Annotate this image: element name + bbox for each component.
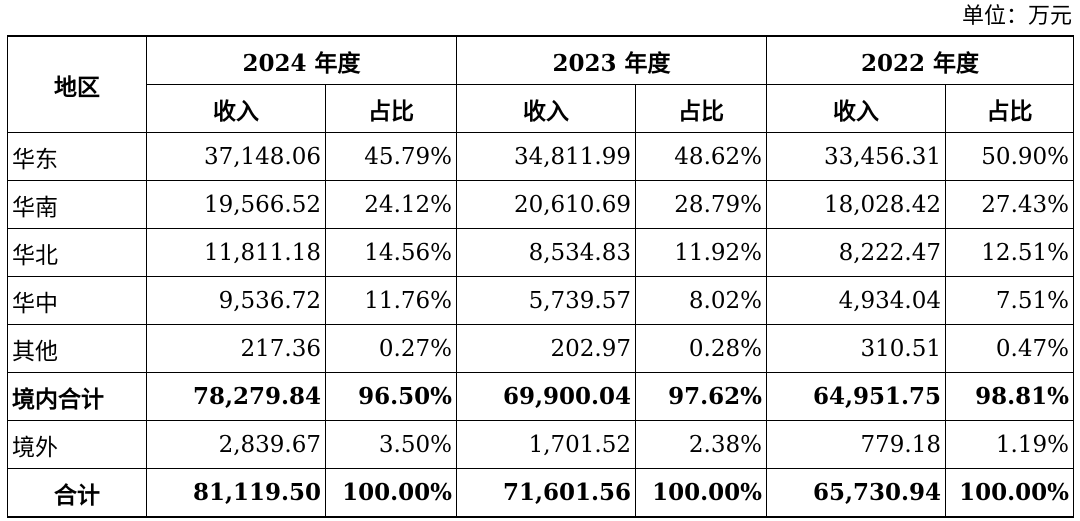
revenue-cell: 37,148.06 <box>146 132 326 181</box>
ratio-cell: 0.27% <box>325 324 457 373</box>
revenue-cell: 4,934.04 <box>766 276 946 325</box>
ratio-cell: 12.51% <box>945 228 1074 277</box>
ratio-cell: 3.50% <box>325 420 457 469</box>
revenue-cell: 5,739.57 <box>456 276 636 325</box>
ratio-cell: 11.76% <box>325 276 457 325</box>
ratio-cell: 50.90% <box>945 132 1074 181</box>
table-row: 华中 9,536.72 11.76% 5,739.57 8.02% 4,934.… <box>7 276 1074 325</box>
region-cell: 合计 <box>7 468 147 518</box>
ratio-cell: 97.62% <box>635 372 767 421</box>
region-cell: 华东 <box>7 132 147 181</box>
ratio-cell: 14.56% <box>325 228 457 277</box>
ratio-cell: 7.51% <box>945 276 1074 325</box>
revenue-cell: 65,730.94 <box>766 468 946 518</box>
revenue-cell: 34,811.99 <box>456 132 636 181</box>
header-revenue: 收入 <box>456 84 636 133</box>
revenue-cell: 81,119.50 <box>146 468 326 518</box>
revenue-cell: 18,028.42 <box>766 180 946 229</box>
revenue-cell: 202.97 <box>456 324 636 373</box>
ratio-cell: 100.00% <box>635 468 767 518</box>
table-row: 华东 37,148.06 45.79% 34,811.99 48.62% 33,… <box>7 132 1074 181</box>
header-year-2023: 2023 年度 <box>456 35 767 85</box>
ratio-cell: 96.50% <box>325 372 457 421</box>
region-cell: 华南 <box>7 180 147 229</box>
header-ratio: 占比 <box>325 84 457 133</box>
revenue-cell: 19,566.52 <box>146 180 326 229</box>
table-row: 华南 19,566.52 24.12% 20,610.69 28.79% 18,… <box>7 180 1074 229</box>
ratio-cell: 48.62% <box>635 132 767 181</box>
revenue-cell: 78,279.84 <box>146 372 326 421</box>
ratio-cell: 100.00% <box>325 468 457 518</box>
ratio-cell: 1.19% <box>945 420 1074 469</box>
ratio-cell: 0.47% <box>945 324 1074 373</box>
revenue-cell: 8,534.83 <box>456 228 636 277</box>
region-cell: 境内合计 <box>7 372 147 421</box>
ratio-cell: 2.38% <box>635 420 767 469</box>
table-row: 其他 217.36 0.27% 202.97 0.28% 310.51 0.47… <box>7 324 1074 373</box>
header-year-2022: 2022 年度 <box>766 35 1074 85</box>
header-ratio: 占比 <box>945 84 1074 133</box>
revenue-cell: 33,456.31 <box>766 132 946 181</box>
header-region: 地区 <box>7 35 147 133</box>
header-revenue: 收入 <box>766 84 946 133</box>
revenue-cell: 8,222.47 <box>766 228 946 277</box>
revenue-cell: 11,811.18 <box>146 228 326 277</box>
region-cell: 其他 <box>7 324 147 373</box>
subtotal-row-domestic: 境内合计 78,279.84 96.50% 69,900.04 97.62% 6… <box>7 372 1074 421</box>
revenue-cell: 20,610.69 <box>456 180 636 229</box>
ratio-cell: 27.43% <box>945 180 1074 229</box>
unit-label: 单位：万元 <box>961 4 1072 29</box>
region-cell: 境外 <box>7 420 147 469</box>
total-row: 合计 81,119.50 100.00% 71,601.56 100.00% 6… <box>7 468 1074 518</box>
ratio-cell: 0.28% <box>635 324 767 373</box>
ratio-cell: 8.02% <box>635 276 767 325</box>
revenue-cell: 71,601.56 <box>456 468 636 518</box>
region-cell: 华北 <box>7 228 147 277</box>
region-cell: 华中 <box>7 276 147 325</box>
revenue-cell: 2,839.67 <box>146 420 326 469</box>
table-row: 华北 11,811.18 14.56% 8,534.83 11.92% 8,22… <box>7 228 1074 277</box>
table-row: 境外 2,839.67 3.50% 1,701.52 2.38% 779.18 … <box>7 420 1074 469</box>
revenue-cell: 310.51 <box>766 324 946 373</box>
ratio-cell: 24.12% <box>325 180 457 229</box>
ratio-cell: 28.79% <box>635 180 767 229</box>
ratio-cell: 45.79% <box>325 132 457 181</box>
revenue-cell: 217.36 <box>146 324 326 373</box>
revenue-cell: 69,900.04 <box>456 372 636 421</box>
header-ratio: 占比 <box>635 84 767 133</box>
ratio-cell: 100.00% <box>945 468 1074 518</box>
revenue-cell: 779.18 <box>766 420 946 469</box>
header-revenue: 收入 <box>146 84 326 133</box>
revenue-cell: 64,951.75 <box>766 372 946 421</box>
ratio-cell: 98.81% <box>945 372 1074 421</box>
revenue-cell: 1,701.52 <box>456 420 636 469</box>
revenue-cell: 9,536.72 <box>146 276 326 325</box>
ratio-cell: 11.92% <box>635 228 767 277</box>
header-year-2024: 2024 年度 <box>146 35 457 85</box>
regional-revenue-table: 地区 2024 年度 2023 年度 2022 年度 收入 占比 收入 占比 收… <box>7 35 1074 518</box>
